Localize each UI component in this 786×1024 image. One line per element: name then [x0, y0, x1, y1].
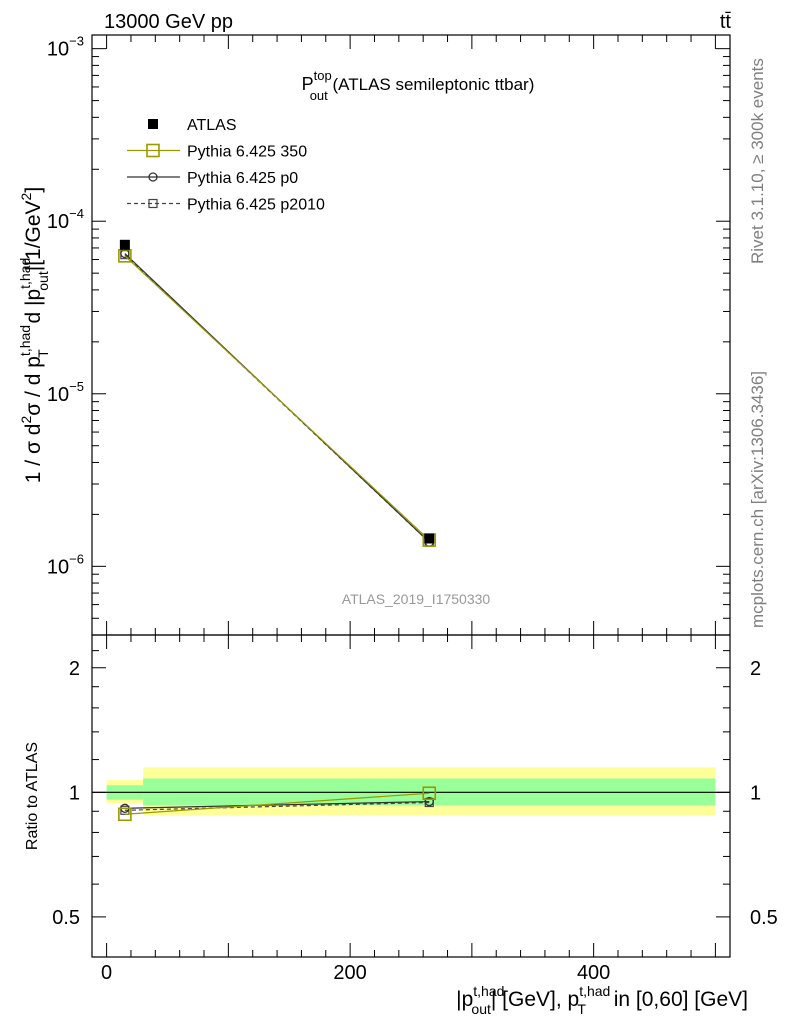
- y-tick-label: 10−6: [47, 551, 84, 578]
- legend-marker: [148, 172, 158, 182]
- y-tick-label: 10−3: [47, 34, 84, 61]
- legend: ATLAS Pythia 6.425 350 Pythia 6.425 p0 Pyth…: [127, 117, 325, 214]
- legend-marker: [146, 143, 160, 158]
- data-point-pythia-6-425-350: [118, 249, 132, 263]
- x-axis-title: |pt,had out| [GeV], pt,had T in [0,60] [Ge…: [456, 983, 748, 1017]
- y-tick-label: 10−4: [47, 206, 84, 233]
- ratio-line-pythia-6-425-p2010: [124, 801, 430, 811]
- ratio-point-pythia-6-425-p0: [424, 796, 434, 807]
- legend-label: Pythia 6.425 350: [187, 144, 307, 161]
- analysis-watermark: ATLAS_2019_I1750330: [342, 591, 491, 607]
- legend-label: Pythia 6.425 p2010: [187, 197, 325, 214]
- rivet-version-label: Rivet 3.1.10, ≥ 300k events: [748, 58, 767, 264]
- main-ylabel: 1 / σ d2σ / d pt,had T d |pt,had out|[1/Ge…: [17, 187, 51, 483]
- x-tick-label: 200: [333, 962, 366, 984]
- main-panel-ticks: 10−6 10−5 10−4 10−3: [47, 34, 730, 636]
- x-tick-label: 0: [101, 962, 112, 984]
- mcplots-label: mcplots.cern.ch [arXiv:1306.3436]: [748, 370, 767, 628]
- ratio-panel-ticks: 0.5 0.5 1 1 2 2 0 200 400: [52, 634, 778, 984]
- ratio-y-tick-label-right: 1: [750, 782, 761, 804]
- legend-marker: [148, 119, 158, 129]
- ratio-point-pythia-6-425-350: [422, 786, 437, 801]
- ratio-panel-content: [92, 767, 730, 822]
- ratio-y-tick-label: 1: [69, 782, 80, 804]
- ratio-y-tick-label-right: 0.5: [750, 907, 778, 929]
- ratio-point-pythia-6-425-350: [118, 807, 132, 822]
- legend-label: Pythia 6.425 p0: [187, 170, 298, 187]
- ratio-y-tick-label: 2: [69, 658, 80, 680]
- legend-label: ATLAS: [187, 117, 237, 134]
- plot-title: Ptop out (ATLAS semileptonic ttbar): [302, 68, 535, 103]
- y-tick-label: 10−5: [47, 379, 84, 406]
- data-point-atlas: [424, 533, 435, 544]
- process-label: tt̄: [720, 11, 732, 33]
- ratio-line-pythia-6-425-p0: [124, 800, 430, 809]
- ratio-y-tick-label-right: 2: [750, 658, 761, 680]
- ratio-ylabel: Ratio to ATLAS: [24, 742, 41, 850]
- series-line-pythia-6-425-350: [124, 255, 430, 541]
- legend-marker: [148, 198, 158, 209]
- ratio-panel-frame: [91, 634, 731, 958]
- ratio-line-pythia-6-425-350: [124, 792, 430, 815]
- beam-label: 13000 GeV pp: [104, 11, 233, 33]
- main-panel-content: [118, 239, 437, 547]
- data-point-atlas: [119, 239, 130, 250]
- x-tick-label: 400: [577, 962, 610, 984]
- ratio-y-tick-label: 0.5: [52, 907, 80, 929]
